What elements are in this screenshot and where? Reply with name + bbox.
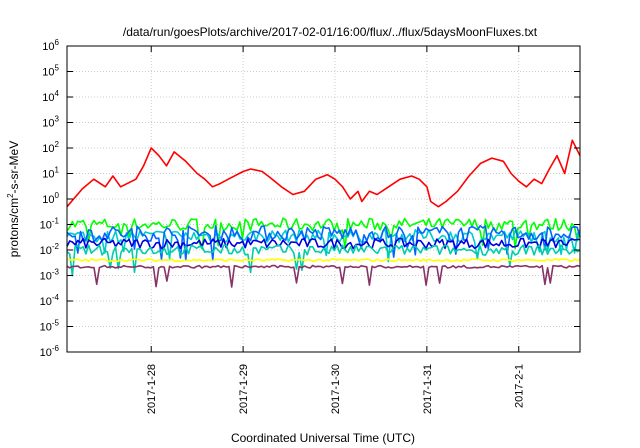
- y-tick-base: 10: [40, 347, 52, 359]
- x-tick-label: 2017-1-28: [146, 364, 158, 414]
- series-line-2: [66, 229, 581, 263]
- series-line-6: [66, 258, 581, 263]
- series-line-7: [66, 264, 581, 288]
- y-tick-label: 105: [42, 64, 59, 79]
- y-tick-base: 10: [42, 67, 54, 79]
- y-tick-exp: 0: [55, 191, 60, 200]
- plot-frame: [66, 45, 581, 353]
- x-tick-label: 2017-2-1: [514, 364, 526, 408]
- y-tick-exp: 6: [55, 38, 60, 47]
- y-axis-label-base: protons/cm: [7, 198, 21, 257]
- y-tick-label: 102: [42, 140, 59, 155]
- y-tick-exp: 3: [55, 115, 60, 124]
- chart-title: /data/run/goesPlots/archive/2017-02-01/1…: [123, 25, 538, 39]
- x-axis-label: Coordinated Universal Time (UTC): [231, 431, 415, 445]
- y-tick-base: 10: [42, 92, 54, 104]
- y-tick-exp: 1: [55, 166, 60, 175]
- x-tick-label: 2017-1-29: [238, 364, 250, 414]
- y-tick-base: 10: [42, 118, 54, 130]
- y-tick-base: 10: [40, 220, 52, 232]
- y-tick-exp: -6: [52, 344, 60, 353]
- y-tick-label: 10-6: [40, 344, 60, 359]
- y-tick-base: 10: [42, 169, 54, 181]
- y-tick-label: 10-2: [40, 242, 60, 257]
- y-axis: 10-610-510-410-310-210-11001011021031041…: [40, 38, 580, 359]
- y-tick-exp: -3: [52, 268, 60, 277]
- x-axis: 2017-1-28 2017-1-29 2017-1-30 2017-1-31 2017…: [146, 46, 526, 414]
- y-tick-label: 100: [42, 191, 59, 206]
- y-tick-base: 10: [40, 322, 52, 334]
- y-tick-label: 10-1: [40, 217, 60, 232]
- y-tick-exp: -4: [52, 293, 60, 302]
- y-axis-label-rest: -s-sr-MeV: [7, 141, 21, 194]
- y-tick-base: 10: [42, 143, 54, 155]
- y-tick-label: 104: [42, 89, 59, 104]
- grid: [67, 46, 580, 352]
- series-line-4: [66, 237, 580, 250]
- y-tick-base: 10: [42, 41, 54, 53]
- x-tick-label: 2017-1-31: [422, 364, 434, 414]
- y-tick-exp: -2: [52, 242, 60, 251]
- y-tick-base: 10: [40, 271, 52, 283]
- y-tick-exp: 2: [55, 140, 60, 149]
- y-tick-exp: 4: [55, 89, 60, 98]
- y-axis-label-sup: 2: [6, 193, 15, 198]
- y-tick-exp: 5: [55, 64, 60, 73]
- y-tick-exp: -1: [52, 217, 60, 226]
- x-tick-label: 2017-1-30: [330, 364, 342, 414]
- series-group: [66, 139, 581, 288]
- y-tick-label: 10-3: [40, 268, 60, 283]
- series-line-5: [66, 244, 581, 277]
- y-tick-base: 10: [40, 296, 52, 308]
- y-tick-base: 10: [40, 245, 52, 257]
- y-tick-base: 10: [42, 194, 54, 206]
- y-tick-label: 101: [42, 166, 59, 181]
- y-tick-label: 10-4: [40, 293, 60, 308]
- series-line-3: [66, 225, 581, 262]
- y-tick-label: 10-5: [40, 319, 60, 334]
- y-tick-label: 106: [42, 38, 59, 53]
- y-tick-label: 103: [42, 115, 59, 130]
- y-tick-exp: -5: [52, 319, 60, 328]
- series-line-0: [66, 139, 581, 208]
- y-axis-label: protons/cm2-s-sr-MeV: [6, 141, 21, 257]
